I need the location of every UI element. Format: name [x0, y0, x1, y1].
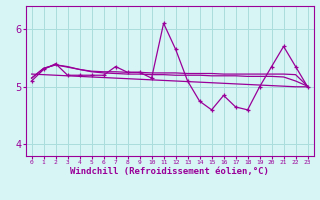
X-axis label: Windchill (Refroidissement éolien,°C): Windchill (Refroidissement éolien,°C): [70, 167, 269, 176]
